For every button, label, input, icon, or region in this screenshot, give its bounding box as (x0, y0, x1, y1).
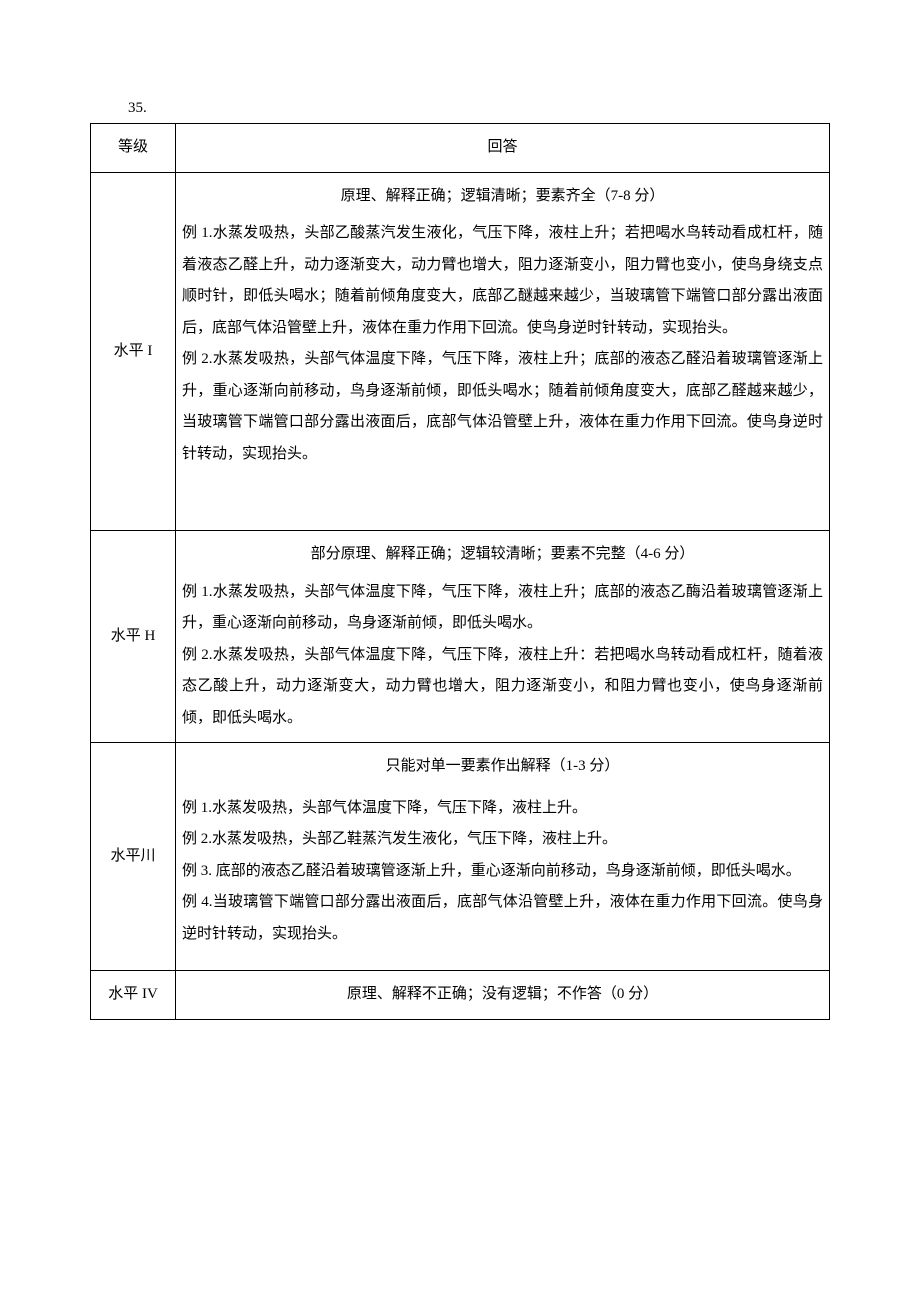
table-row: 例 1.水蒸发吸热，头部气体温度下降，气压下降，液柱上升。 例 2.水蒸发吸热，… (91, 783, 830, 971)
answer-cell: 原理、解释正确；逻辑清晰；要素齐全（7-8 分） 例 1.水蒸发吸热，头部乙酸蒸… (176, 172, 830, 531)
criterion-text: 原理、解释正确；逻辑清晰；要素齐全（7-8 分） (182, 181, 823, 213)
question-number: 35. (128, 100, 830, 117)
level-cell: 水平 I (91, 172, 176, 531)
header-answer: 回答 (176, 124, 830, 173)
table-row: 水平 I 原理、解释正确；逻辑清晰；要素齐全（7-8 分） 例 1.水蒸发吸热，… (91, 172, 830, 531)
criterion-cell: 只能对单一要素作出解释（1-3 分） (176, 743, 830, 783)
example-text: 例 2.水蒸发吸热，头部气体温度下降，气压下降，液柱上升；底部的液态乙醛沿着玻璃… (182, 344, 823, 470)
criterion-text: 部分原理、解释正确；逻辑较清晰；要素不完整（4-6 分） (182, 539, 823, 571)
header-level: 等级 (91, 124, 176, 173)
example-text: 例 1.水蒸发吸热，头部乙酸蒸汽发生液化，气压下降，液柱上升；若把喝水鸟转动看成… (182, 218, 823, 344)
answer-cell: 例 1.水蒸发吸热，头部气体温度下降，气压下降，液柱上升。 例 2.水蒸发吸热，… (176, 783, 830, 971)
table-row: 水平 IV 原理、解释不正确；没有逻辑；不作答（0 分） (91, 971, 830, 1020)
level-cell: 水平 IV (91, 971, 176, 1020)
example-text: 例 1.水蒸发吸热，头部气体温度下降，气压下降，液柱上升。 (182, 793, 823, 825)
level-cell: 水平川 (91, 743, 176, 971)
example-text: 例 2.水蒸发吸热，头部乙鞋蒸汽发生液化，气压下降，液柱上升。 (182, 824, 823, 856)
rubric-table: 等级 回答 水平 I 原理、解释正确；逻辑清晰；要素齐全（7-8 分） 例 1.… (90, 123, 830, 1020)
answer-cell: 部分原理、解释正确；逻辑较清晰；要素不完整（4-6 分） 例 1.水蒸发吸热，头… (176, 531, 830, 743)
table-header-row: 等级 回答 (91, 124, 830, 173)
criterion-text: 只能对单一要素作出解释（1-3 分） (182, 751, 823, 783)
example-text: 例 3. 底部的液态乙醛沿着玻璃管逐渐上升，重心逐渐向前移动，鸟身逐渐前倾，即低… (182, 856, 823, 888)
example-text: 例 2.水蒸发吸热，头部气体温度下降，气压下降，液柱上升：若把喝水鸟转动看成杠杆… (182, 640, 823, 735)
table-row: 水平川 只能对单一要素作出解释（1-3 分） (91, 743, 830, 783)
example-text: 例 4.当玻璃管下端管口部分露出液面后，底部气体沿管壁上升，液体在重力作用下回流… (182, 887, 823, 950)
example-text: 例 1.水蒸发吸热，头部气体温度下降，气压下降，液柱上升；底部的液态乙酶沿着玻璃… (182, 577, 823, 640)
table-row: 水平 H 部分原理、解释正确；逻辑较清晰；要素不完整（4-6 分） 例 1.水蒸… (91, 531, 830, 743)
answer-cell: 原理、解释不正确；没有逻辑；不作答（0 分） (176, 971, 830, 1020)
level-cell: 水平 H (91, 531, 176, 743)
